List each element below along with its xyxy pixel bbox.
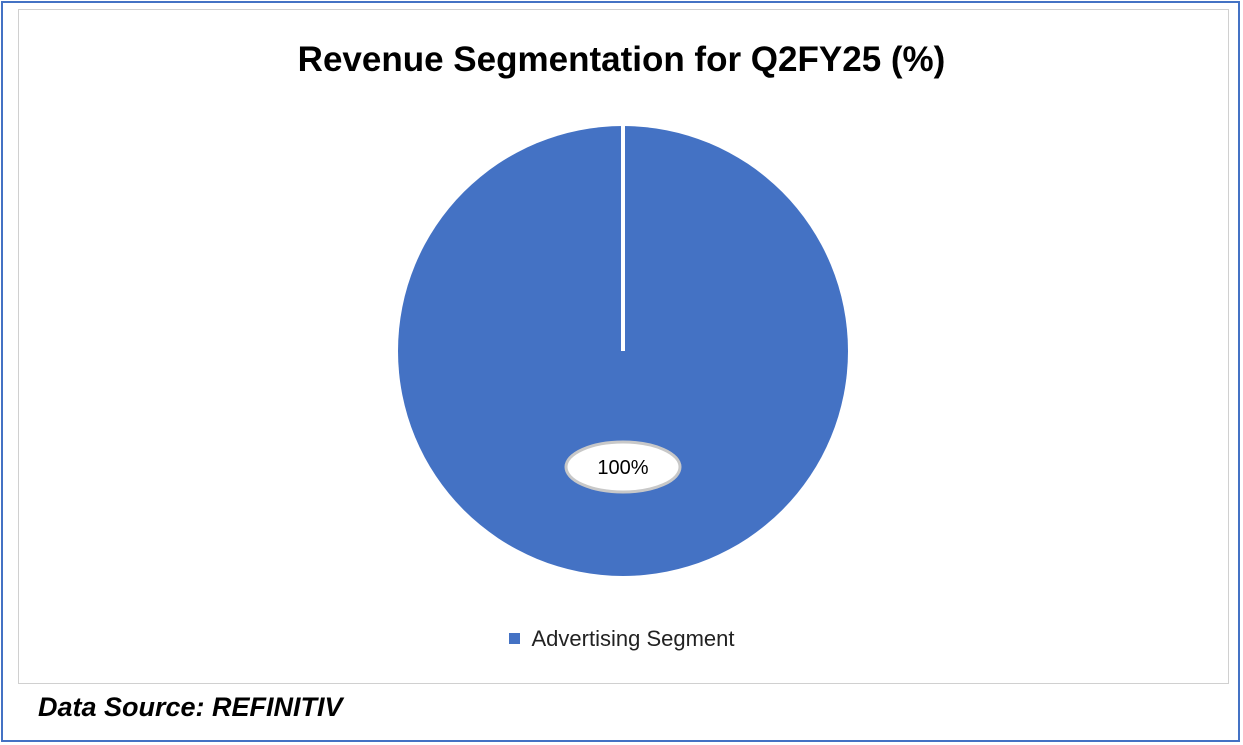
legend-label: Advertising Segment [531,626,735,651]
legend-swatch [508,632,520,644]
data-label: 100% [597,457,648,479]
data-source-note: Data Source: REFINITIV [38,692,343,722]
legend: Advertising Segment [0,624,1243,654]
data-label-bubble [564,440,682,494]
chart-title: Revenue Segmentation for Q2FY25 (%) [297,40,946,79]
